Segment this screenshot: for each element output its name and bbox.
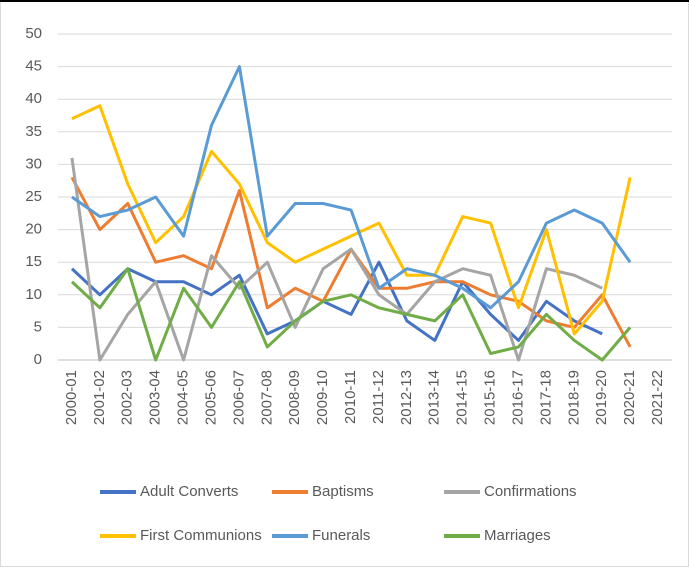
y-tick-label: 45 [25,58,42,75]
x-tick-label: 2015-16 [482,370,499,425]
x-tick-label: 2000-01 [63,370,80,425]
legend-label: Funerals [312,527,370,544]
legend-label: First Communions [140,527,262,544]
legend-label: Marriages [484,527,551,544]
x-tick-label: 2021-22 [649,370,666,425]
x-tick-label: 2008-09 [286,370,303,425]
y-tick-label: 35 [25,123,42,140]
x-tick-label: 2009-10 [314,370,331,425]
x-tick-label: 2019-20 [593,370,610,425]
legend-label: Baptisms [312,483,374,500]
legend-label: Confirmations [484,483,577,500]
x-tick-label: 2005-06 [202,370,219,425]
x-tick-label: 2012-13 [398,370,415,425]
series-line [70,260,603,342]
x-tick-label: 2018-19 [565,370,582,425]
x-tick-label: 2001-02 [91,370,108,425]
x-tick-label: 2006-07 [230,370,247,425]
x-tick-label: 2017-18 [537,370,554,425]
legend-label: Adult Converts [140,483,238,500]
y-tick-label: 15 [25,253,42,270]
y-tick-label: 30 [25,155,42,172]
x-tick-label: 2003-04 [147,370,164,425]
series-line [71,65,632,310]
x-tick-label: 2014-15 [454,370,471,425]
series-line [71,104,632,336]
series-line [70,157,603,362]
y-tick-label: 25 [25,188,42,205]
y-tick-label: 40 [25,90,42,107]
x-tick-label: 2002-03 [119,370,136,425]
x-tick-label: 2013-14 [426,370,443,425]
x-tick-label: 2010-11 [342,370,359,424]
x-tick-label: 2007-08 [258,370,275,425]
y-tick-label: 10 [25,286,42,303]
y-tick-label: 50 [25,25,42,42]
y-tick-label: 5 [34,318,42,335]
x-tick-label: 2004-05 [175,370,192,425]
x-tick-label: 2016-17 [509,370,526,425]
x-tick-label: 2020-21 [621,370,638,425]
x-tick-label: 2011-12 [370,370,387,424]
y-tick-label: 0 [34,351,42,368]
y-tick-label: 20 [25,221,42,238]
series-line [70,267,632,362]
